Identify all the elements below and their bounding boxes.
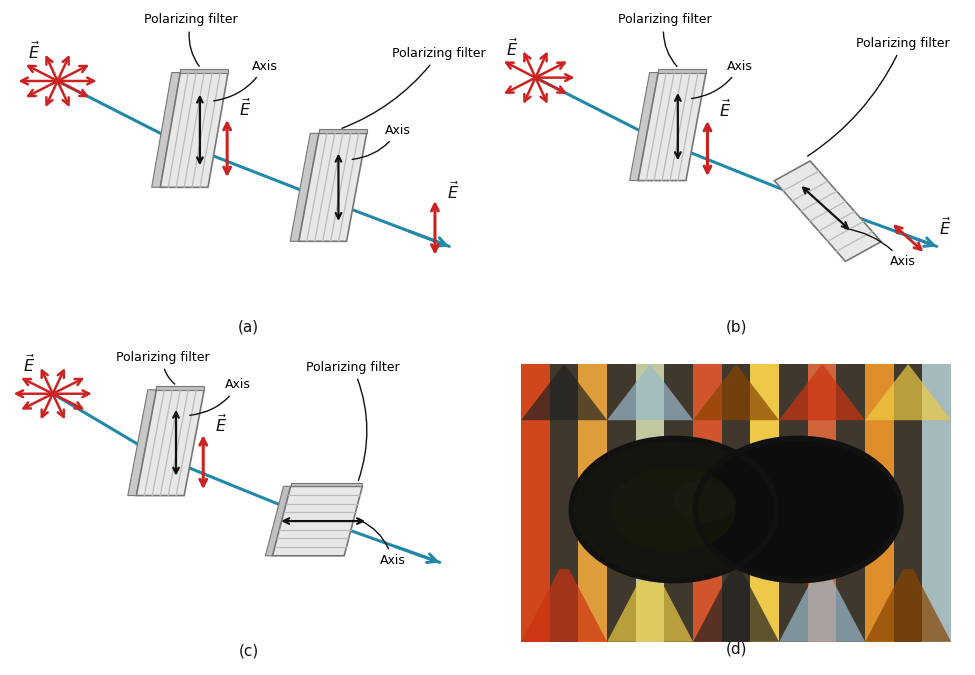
Polygon shape [180, 69, 228, 73]
Text: $\vec{E}$: $\vec{E}$ [239, 98, 252, 119]
Circle shape [571, 438, 777, 580]
Polygon shape [774, 161, 881, 261]
Polygon shape [156, 386, 204, 389]
Text: $\vec{E}$: $\vec{E}$ [720, 99, 731, 120]
Text: Axis: Axis [214, 59, 277, 101]
Text: Polarizing filter: Polarizing filter [342, 47, 486, 128]
Polygon shape [291, 134, 319, 242]
Bar [693, 364, 722, 642]
Polygon shape [779, 364, 865, 420]
Polygon shape [152, 73, 180, 188]
Bar [837, 364, 865, 642]
Text: $\vec{E}$: $\vec{E}$ [447, 181, 459, 202]
Polygon shape [273, 486, 363, 556]
Polygon shape [865, 364, 952, 420]
Text: Axis: Axis [691, 59, 753, 99]
Bar [894, 364, 922, 642]
Polygon shape [865, 569, 952, 642]
Polygon shape [160, 73, 228, 188]
Polygon shape [693, 569, 779, 642]
Circle shape [612, 479, 674, 522]
Bar [636, 364, 665, 642]
Bar [665, 364, 693, 642]
Polygon shape [319, 130, 367, 134]
Circle shape [695, 438, 901, 580]
Text: Axis: Axis [190, 379, 252, 415]
Bar [550, 364, 578, 642]
Text: (b): (b) [725, 319, 747, 334]
Polygon shape [522, 569, 607, 642]
Text: Axis: Axis [352, 124, 411, 159]
Bar [578, 364, 607, 642]
Text: (c): (c) [239, 643, 258, 658]
Bar [922, 364, 951, 642]
Text: Polarizing filter: Polarizing filter [306, 360, 400, 481]
Polygon shape [779, 569, 865, 642]
Text: $\vec{E}$: $\vec{E}$ [215, 414, 227, 435]
Text: Polarizing filter: Polarizing filter [807, 37, 950, 156]
Polygon shape [128, 389, 156, 495]
Bar [522, 364, 952, 642]
Bar [607, 364, 636, 642]
Polygon shape [522, 364, 607, 420]
Text: $\vec{E}$: $\vec{E}$ [939, 216, 952, 238]
Polygon shape [607, 364, 693, 420]
Text: Axis: Axis [845, 228, 916, 268]
Polygon shape [607, 569, 693, 642]
Bar [722, 364, 751, 642]
Text: (a): (a) [238, 319, 259, 334]
Bar [522, 364, 550, 642]
Text: Polarizing filter: Polarizing filter [116, 351, 210, 384]
Text: $\vec{E}$: $\vec{E}$ [27, 40, 40, 62]
Bar [807, 364, 837, 642]
Polygon shape [265, 486, 291, 556]
Text: $\vec{E}$: $\vec{E}$ [22, 354, 35, 375]
Polygon shape [639, 73, 706, 181]
Circle shape [675, 479, 736, 522]
Bar [779, 364, 807, 642]
Polygon shape [136, 389, 204, 495]
Polygon shape [693, 364, 779, 420]
Text: Polarizing filter: Polarizing filter [617, 14, 712, 66]
Bar [751, 364, 779, 642]
Bar [865, 364, 894, 642]
Text: Axis: Axis [361, 520, 406, 567]
Polygon shape [291, 483, 363, 486]
Text: Polarizing filter: Polarizing filter [144, 14, 238, 66]
Polygon shape [630, 73, 658, 181]
Text: (d): (d) [725, 642, 747, 657]
Text: $\vec{E}$: $\vec{E}$ [506, 37, 518, 59]
Polygon shape [298, 134, 367, 242]
Circle shape [612, 467, 736, 552]
Polygon shape [658, 69, 706, 73]
